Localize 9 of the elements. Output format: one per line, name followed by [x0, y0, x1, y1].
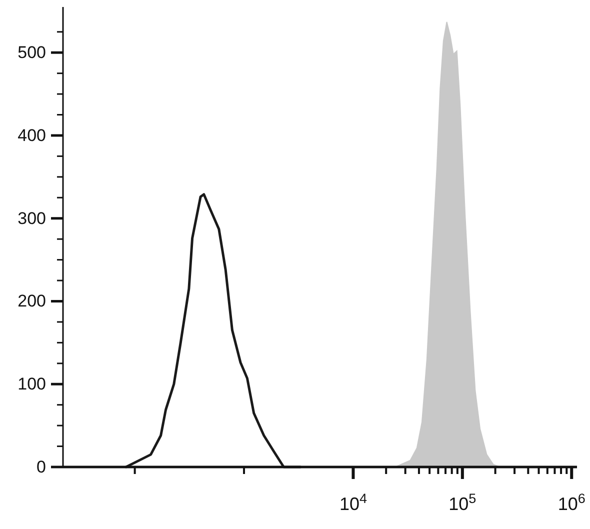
x-tick-label: 10$^{6}$: [558, 490, 586, 514]
y-tick-label: 0: [36, 457, 46, 476]
x-tick-label: 10$^{5}$: [448, 490, 476, 514]
y-tick-label: 400: [18, 126, 46, 145]
y-tick-label: 500: [18, 43, 46, 62]
x-tick-label: 10$^{4}$: [339, 490, 368, 514]
y-tick-label: 100: [18, 374, 46, 394]
y-tick-label: 200: [18, 292, 46, 311]
y-tick-label: 300: [18, 208, 46, 228]
